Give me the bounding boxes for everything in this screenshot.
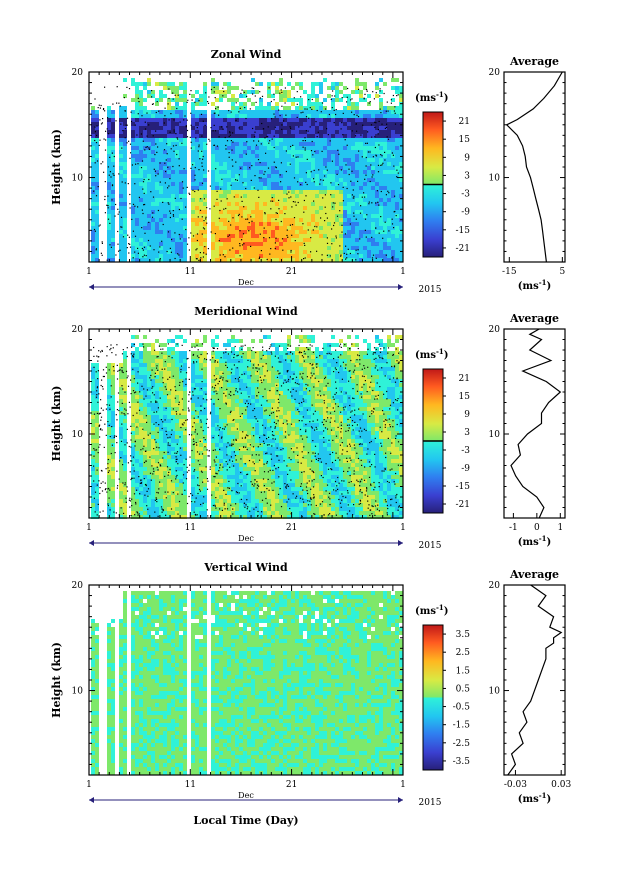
panel-title: Zonal Wind bbox=[211, 48, 282, 61]
y-tick-label: 10 bbox=[72, 174, 84, 184]
colorbar-tick-label: -21 bbox=[456, 244, 471, 254]
avg-y-tick-label: 20 bbox=[489, 581, 501, 591]
colorbar-tick-label: 21 bbox=[459, 374, 470, 384]
y-axis-label: Height (km) bbox=[50, 129, 63, 205]
x-tick-label: 21 bbox=[286, 523, 297, 533]
x-tick-label: 1 bbox=[86, 780, 92, 790]
colorbar-tick-label: -1.5 bbox=[453, 721, 471, 731]
colorbar-tick-label: -3 bbox=[461, 446, 470, 456]
y-axis-label: Height (km) bbox=[50, 642, 63, 718]
colorbar-unit: (ms-1) bbox=[415, 603, 448, 618]
avg-x-tick-label: 0 bbox=[534, 523, 540, 533]
average-frame bbox=[504, 329, 565, 518]
colorbar-tick-label: 1.5 bbox=[456, 666, 471, 676]
x-tick-label: 1 bbox=[86, 267, 92, 277]
month-label: Dec bbox=[238, 534, 254, 543]
panel-title: Vertical Wind bbox=[203, 561, 288, 574]
x-tick-label: 11 bbox=[185, 780, 196, 790]
x-axis-label: Local Time (Day) bbox=[193, 814, 298, 827]
avg-y-tick-label: 20 bbox=[489, 325, 501, 335]
average-frame bbox=[504, 72, 565, 262]
colorbar-tick-label: 2.5 bbox=[456, 648, 471, 658]
colorbar-tick-label: 9 bbox=[464, 153, 470, 163]
colorbar-tick-label: -15 bbox=[456, 226, 471, 236]
year-label: 2015 bbox=[419, 541, 442, 551]
x-tick-label: 1 bbox=[400, 523, 406, 533]
heatmap bbox=[91, 591, 403, 775]
avg-x-tick-label: 1 bbox=[557, 523, 563, 533]
colorbar-tick-label: 15 bbox=[459, 392, 471, 402]
colorbar-tick-label: 3 bbox=[464, 428, 470, 438]
avg-y-tick-label: 20 bbox=[489, 68, 501, 78]
heatmap bbox=[91, 335, 403, 519]
avg-x-tick-label: -1 bbox=[509, 523, 518, 533]
average-frame bbox=[504, 585, 565, 775]
avg-x-unit: (ms-1) bbox=[518, 534, 551, 549]
colorbar-tick-label: -9 bbox=[461, 464, 470, 474]
heatmap bbox=[91, 78, 403, 262]
colorbar-tick-label: -15 bbox=[456, 482, 471, 492]
y-tick-label: 20 bbox=[72, 581, 84, 591]
colorbar-tick-label: -3 bbox=[461, 190, 470, 200]
average-profile-line bbox=[511, 329, 560, 518]
colorbar-tick-label: 9 bbox=[464, 410, 470, 420]
x-tick-label: 11 bbox=[185, 523, 196, 533]
colorbar-tick-label: -2.5 bbox=[453, 739, 471, 749]
x-tick-label: 11 bbox=[185, 267, 196, 277]
colorbar-tick-label: 21 bbox=[459, 117, 470, 127]
colorbar-tick-label: 0.5 bbox=[456, 684, 471, 694]
month-label: Dec bbox=[238, 791, 254, 800]
avg-x-tick-label: -15 bbox=[502, 267, 517, 277]
colorbar-tick-label: -9 bbox=[461, 208, 470, 218]
y-axis-label: Height (km) bbox=[50, 386, 63, 462]
avg-x-tick-label: 5 bbox=[559, 267, 565, 277]
colorbar-tick-label: 15 bbox=[459, 135, 471, 145]
colorbar-unit: (ms-1) bbox=[415, 347, 448, 362]
average-profile-line bbox=[507, 72, 563, 262]
avg-y-tick-label: 10 bbox=[489, 687, 501, 697]
colorbar-unit: (ms-1) bbox=[415, 90, 448, 105]
avg-x-tick-label: -0.03 bbox=[504, 780, 527, 790]
x-tick-label: 1 bbox=[400, 780, 406, 790]
y-tick-label: 10 bbox=[72, 687, 84, 697]
colorbar-tick-label: 3 bbox=[464, 171, 470, 181]
average-title: Average bbox=[509, 312, 559, 325]
average-profile-line bbox=[508, 585, 561, 775]
avg-y-tick-label: 10 bbox=[489, 174, 501, 184]
colorbar-tick-label: -0.5 bbox=[453, 703, 471, 713]
colorbar-tick-label: -3.5 bbox=[453, 757, 471, 767]
y-tick-label: 20 bbox=[72, 325, 84, 335]
x-tick-label: 21 bbox=[286, 267, 297, 277]
y-tick-label: 20 bbox=[72, 68, 84, 78]
x-tick-label: 1 bbox=[400, 267, 406, 277]
avg-x-unit: (ms-1) bbox=[518, 278, 551, 293]
year-label: 2015 bbox=[419, 285, 442, 295]
average-title: Average bbox=[509, 568, 559, 581]
x-tick-label: 21 bbox=[286, 780, 297, 790]
colorbar bbox=[423, 625, 443, 770]
avg-x-tick-label: 0.03 bbox=[551, 780, 571, 790]
avg-x-unit: (ms-1) bbox=[518, 791, 551, 806]
y-tick-label: 10 bbox=[72, 430, 84, 440]
colorbar-tick-label: 3.5 bbox=[456, 630, 471, 640]
average-title: Average bbox=[509, 55, 559, 68]
month-label: Dec bbox=[238, 278, 254, 287]
avg-y-tick-label: 10 bbox=[489, 430, 501, 440]
colorbar-tick-label: -21 bbox=[456, 500, 471, 510]
panel-title: Meridional Wind bbox=[194, 305, 298, 318]
x-tick-label: 1 bbox=[86, 523, 92, 533]
year-label: 2015 bbox=[419, 798, 442, 808]
